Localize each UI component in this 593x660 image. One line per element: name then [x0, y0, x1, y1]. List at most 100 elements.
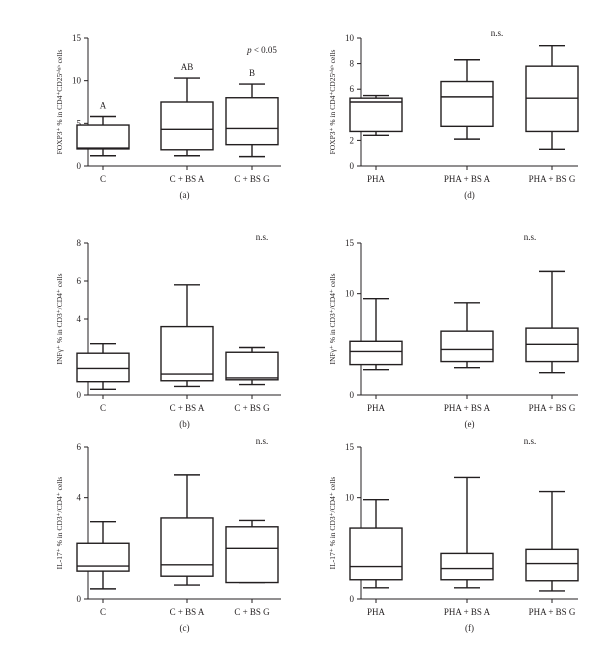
iqr-box [440, 552, 494, 581]
x-tick-label: PHA [367, 607, 386, 617]
box-c-bs-g [225, 519, 279, 584]
box-c: A [76, 101, 130, 157]
iqr-box [225, 97, 279, 146]
box-c [76, 521, 130, 590]
x-tick-label: PHA + BS G [529, 174, 576, 184]
x-tick-label: C [100, 607, 106, 617]
y-axis-label: INFγ⁺ % in CD3⁺/CD4⁺ cells [55, 273, 64, 364]
chart-panel-a: 0 5 10 15 C C + BS A C + BS G A AB Bp < 0.05 FOXP3… [55, 33, 281, 200]
x-tick-label: C [100, 403, 106, 413]
y-axis-label: INFγ⁺ % in CD3⁺/CD4⁺ cells [328, 273, 337, 364]
y-axis-label: IL-17⁺ % in CD3⁺/CD4⁺ cells [328, 477, 337, 570]
x-tick-label: PHA [367, 403, 386, 413]
box-c-bs-g [225, 346, 279, 386]
y-tick-label: 10 [345, 33, 355, 43]
y-tick-label: 10 [345, 493, 355, 503]
iqr-box [76, 542, 130, 572]
y-tick-label: 15 [72, 33, 82, 43]
iqr-box [349, 340, 403, 366]
y-tick-label: 8 [350, 59, 355, 69]
y-tick-label: 15 [345, 238, 355, 248]
iqr-box [525, 548, 579, 582]
significance-annotation: n.s. [256, 232, 269, 242]
x-tick-label: C + BS A [170, 403, 205, 413]
y-tick-label: 0 [350, 594, 355, 604]
box-pha-bs-a [440, 59, 494, 140]
box-pha-bs-a [440, 302, 494, 369]
box-pha [349, 94, 403, 136]
x-tick-label: PHA + BS G [529, 403, 576, 413]
box-c-bs-a [160, 284, 214, 388]
iqr-box [349, 97, 403, 133]
panel-label: (c) [180, 623, 190, 633]
group-letter: AB [181, 62, 194, 72]
y-tick-label: 4 [77, 314, 82, 324]
box-c [76, 343, 130, 390]
group-letter: A [100, 101, 107, 111]
x-tick-label: PHA + BS A [444, 403, 491, 413]
y-tick-label: 10 [72, 76, 82, 86]
box-pha [349, 498, 403, 589]
y-tick-label: 0 [350, 161, 355, 171]
box-pha-bs-a [440, 476, 494, 589]
iqr-box [160, 517, 214, 577]
x-tick-label: PHA + BS G [529, 607, 576, 617]
significance-annotation: p < 0.05 [246, 45, 277, 55]
x-tick-label: PHA [367, 174, 386, 184]
panel-label: (f) [465, 623, 474, 633]
chart-panel-b: 02468CC + BS AC + BS Gn.s.INFγ⁺ % in CD3… [55, 232, 281, 429]
y-tick-label: 15 [345, 442, 355, 452]
y-tick-label: 6 [77, 276, 82, 286]
x-tick-label: C + BS G [234, 403, 270, 413]
y-tick-label: 4 [77, 493, 82, 503]
y-axis-label: IL-17⁺ % in CD3⁺/CD4⁺ cells [55, 477, 64, 570]
panel-label: (b) [179, 419, 190, 429]
iqr-box [440, 80, 494, 128]
box-pha-bs-g [525, 44, 579, 151]
significance-annotation: n.s. [524, 232, 537, 242]
significance-annotation: n.s. [491, 28, 504, 38]
iqr-box [76, 124, 130, 150]
iqr-box [225, 526, 279, 584]
iqr-box [440, 330, 494, 363]
y-axis-label: FOXP3⁺ % in CD4⁺CD25ʰⁱᵍʰ cells [55, 50, 64, 155]
y-tick-label: 6 [350, 84, 355, 94]
chart-panel-c: 0246CC + BS AC + BS Gn.s.IL-17⁺ % in CD3… [55, 436, 281, 633]
y-tick-label: 10 [345, 289, 355, 299]
box-pha-bs-g [525, 490, 579, 592]
panel-label: (e) [465, 419, 475, 429]
box-pha [349, 298, 403, 371]
x-tick-label: C + BS A [170, 607, 205, 617]
iqr-box [76, 352, 130, 383]
iqr-box [225, 351, 279, 381]
significance-annotation: n.s. [524, 436, 537, 446]
iqr-box [160, 101, 214, 151]
panel-label: (a) [180, 190, 190, 200]
x-tick-label: C + BS A [170, 174, 205, 184]
y-tick-label: 0 [77, 161, 82, 171]
iqr-box [160, 325, 214, 382]
x-tick-label: C + BS G [234, 174, 270, 184]
y-tick-label: 6 [77, 442, 82, 452]
x-tick-label: C [100, 174, 106, 184]
y-tick-label: 0 [77, 594, 82, 604]
box-pha-bs-g [525, 270, 579, 374]
box-c-bs-g: B [225, 68, 279, 158]
iqr-box [349, 527, 403, 581]
box-c-bs-a: AB [160, 62, 214, 157]
x-tick-label: PHA + BS A [444, 607, 491, 617]
box-c-bs-a [160, 474, 214, 586]
y-tick-label: 8 [77, 238, 82, 248]
group-letter: B [249, 68, 255, 78]
x-tick-label: C + BS G [234, 607, 270, 617]
y-tick-label: 0 [77, 390, 82, 400]
y-tick-label: 0 [350, 390, 355, 400]
y-axis-label: FOXP3⁺ % in CD4⁺CD25ʰⁱᵍʰ cells [328, 50, 337, 155]
x-tick-label: PHA + BS A [444, 174, 491, 184]
significance-annotation: n.s. [256, 436, 269, 446]
y-tick-label: 5 [77, 118, 82, 128]
